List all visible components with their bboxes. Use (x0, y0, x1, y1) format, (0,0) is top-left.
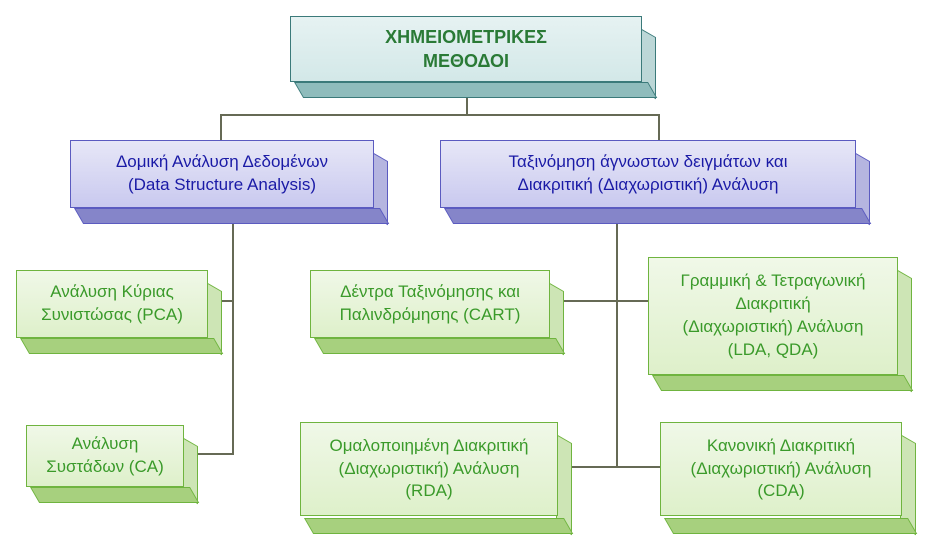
l2-right-node: Ταξινόμηση άγνωστων δειγμάτων και Διακρι… (440, 140, 856, 208)
leaf-ldaqda-line2: Διακριτική (735, 293, 810, 316)
leaf-ldaqda-line4: (LDA, QDA) (728, 339, 819, 362)
conn-l2-right-drop (658, 114, 660, 140)
conn-right-spine (616, 210, 618, 468)
leaf-ldaqda-line3: (Διαχωριστική) Ανάλυση (683, 316, 864, 339)
leaf-cart-line1: Δέντρα Ταξινόμησης και (340, 281, 520, 304)
leaf-cda-line2: (Διαχωριστική) Ανάλυση (691, 458, 872, 481)
root-node: ΧΗΜΕΙΟΜΕΤΡΙΚΕΣ ΜΕΘΟΔΟΙ (290, 16, 642, 82)
leaf-cda: Κανονική Διακριτική (Διαχωριστική) Ανάλυ… (660, 422, 902, 516)
leaf-cart: Δέντρα Ταξινόμησης και Παλινδρόμησης (CA… (310, 270, 550, 338)
l2-right-line1: Ταξινόμηση άγνωστων δειγμάτων και (509, 151, 788, 174)
leaf-rda-line3: (RDA) (405, 480, 452, 503)
root-line1: ΧΗΜΕΙΟΜΕΤΡΙΚΕΣ (385, 25, 547, 49)
leaf-cda-line1: Κανονική Διακριτική (707, 435, 855, 458)
l2-right-line2: Διακριτική (Διαχωριστική) Ανάλυση (518, 174, 779, 197)
l2-left-line2: (Data Structure Analysis) (128, 174, 316, 197)
leaf-ca-line2: Συστάδων (CA) (46, 456, 164, 479)
l2-left-line1: Δομική Ανάλυση Δεδομένων (116, 151, 328, 174)
leaf-ldaqda-line1: Γραμμική & Τετραγωνική (681, 270, 866, 293)
conn-l2-hsplit (220, 114, 660, 116)
leaf-pca-line2: Συνιστώσας (PCA) (41, 304, 183, 327)
conn-l2-left-drop (220, 114, 222, 140)
root-line2: ΜΕΘΟΔΟΙ (423, 49, 509, 73)
leaf-rda: Ομαλοποιημένη Διακριτική (Διαχωριστική) … (300, 422, 558, 516)
conn-left-spine (232, 210, 234, 455)
leaf-pca-line1: Ανάλυση Κύριας (50, 281, 174, 304)
leaf-rda-line2: (Διαχωριστική) Ανάλυση (339, 458, 520, 481)
leaf-rda-line1: Ομαλοποιημένη Διακριτική (330, 435, 529, 458)
leaf-cart-line2: Παλινδρόμησης (CART) (340, 304, 521, 327)
l2-left-node: Δομική Ανάλυση Δεδομένων (Data Structure… (70, 140, 374, 208)
leaf-cda-line3: (CDA) (757, 480, 804, 503)
leaf-ca: Ανάλυση Συστάδων (CA) (26, 425, 184, 487)
leaf-pca: Ανάλυση Κύριας Συνιστώσας (PCA) (16, 270, 208, 338)
leaf-ca-line1: Ανάλυση (72, 433, 139, 456)
leaf-ldaqda: Γραμμική & Τετραγωνική Διακριτική (Διαχω… (648, 257, 898, 375)
